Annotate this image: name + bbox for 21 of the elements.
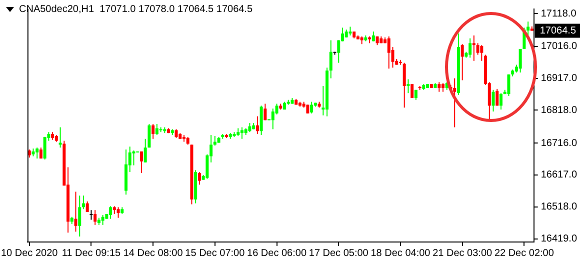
- y-tick-label: 17118.0: [540, 8, 577, 20]
- text: 17064.5: [540, 26, 576, 37]
- y-tick-label: 16818.0: [540, 104, 578, 116]
- y-tick-label: 16617.0: [540, 170, 578, 181]
- candlestick: [90, 210, 93, 220]
- y-tick-label: 17016.0: [540, 41, 578, 52]
- x-tick-label: 16 Dec 06:00: [247, 248, 307, 259]
- y-tick-label: 16716.0: [540, 138, 578, 149]
- x-tick-label: 14 Dec 08:00: [123, 248, 184, 259]
- chart-title: CNA50dec20,H1 17071.0 17078.0 17064.5 17064.5: [19, 4, 253, 15]
- x-tick-label: 18 Dec 04:00: [370, 248, 431, 259]
- x-tick-label: 21 Dec 03:00: [432, 248, 493, 259]
- x-tick-label: 22 Dec 02:00: [494, 248, 554, 259]
- x-tick-label: 17 Dec 05:00: [308, 248, 369, 259]
- x-tick-label: 15 Dec 07:00: [185, 248, 246, 259]
- y-tick-label: 16917.0: [540, 73, 578, 84]
- y-tick-label: 16419.0: [540, 234, 578, 245]
- y-tick-label: 16518.0: [540, 202, 578, 213]
- x-tick-label: 10 Dec 2020: [1, 248, 58, 259]
- candlestick: [472, 35, 476, 61]
- x-tick-label: 11 Dec 09:15: [62, 248, 122, 259]
